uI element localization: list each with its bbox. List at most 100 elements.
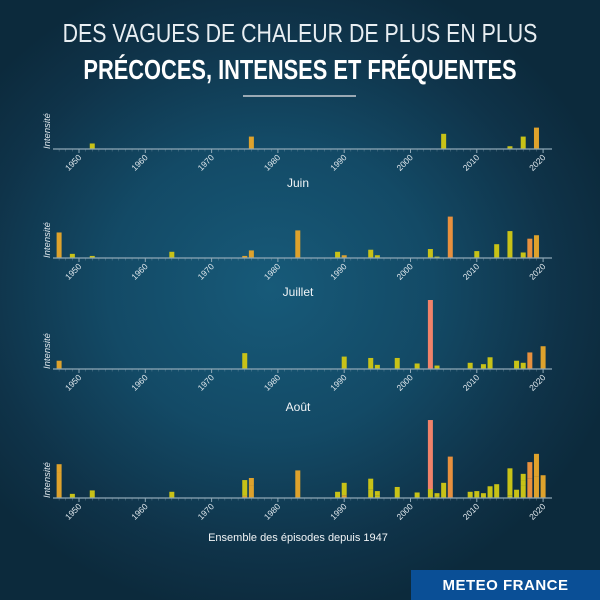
bar-1990 — [341, 255, 347, 258]
bar-2013 — [494, 484, 500, 498]
bar-1976 — [248, 250, 254, 258]
x-tick-label: 1970 — [196, 372, 217, 393]
x-tick-label: 1990 — [328, 372, 349, 393]
x-tick-label: 1950 — [63, 152, 84, 173]
bar-2018 — [527, 352, 533, 369]
bar-2013 — [494, 244, 500, 258]
bar-2003 — [427, 489, 433, 498]
bar-2015 — [507, 495, 513, 498]
y-axis-label: Intensité — [42, 333, 53, 369]
x-tick-label: 1980 — [262, 152, 283, 173]
x-tick-label: 1960 — [129, 372, 150, 393]
bar-2019 — [533, 127, 539, 149]
x-tick-label: 1960 — [129, 261, 150, 282]
chart-panel-0: 1950 1960 1970 1980 1990 2000 2010 2020 Intensit… — [42, 113, 552, 190]
bar-2017 — [520, 252, 526, 258]
bar-1990 — [341, 495, 347, 498]
chart-title: Juillet — [283, 285, 314, 299]
bar-2015 — [507, 468, 513, 496]
title-line-2: PRÉCOCES, INTENSES ET FRÉQUENTES — [83, 54, 517, 85]
bar-1952 — [89, 492, 95, 498]
bar-2004 — [434, 256, 440, 258]
x-tick-label: 2010 — [461, 372, 482, 393]
chart-panel-1: 1950 1960 1970 1980 1990 2000 2010 2020 Intensit… — [42, 216, 552, 299]
bar-1994 — [368, 357, 374, 369]
x-tick-label: 1990 — [328, 261, 349, 282]
x-tick-label: 2020 — [527, 372, 548, 393]
bar-2017 — [520, 473, 526, 481]
bar-2019 — [533, 235, 539, 258]
chart-panel-3: 1950 1960 1970 1980 1990 2000 2010 2020 Intensit… — [42, 420, 552, 544]
meteo-france-logo: METEO FRANCE — [411, 570, 600, 600]
x-tick-label: 2020 — [527, 152, 548, 173]
bar-2016 — [514, 360, 520, 369]
bar-1975 — [242, 495, 248, 498]
bar-2018 — [527, 238, 533, 258]
bar-2019 — [533, 453, 539, 477]
bar-2017 — [520, 480, 526, 486]
bar-1994 — [368, 489, 374, 498]
bar-2017 — [520, 136, 526, 149]
chart-title: Ensemble des épisodes depuis 1947 — [208, 532, 388, 544]
y-axis-label: Intensité — [42, 222, 53, 258]
bar-2011 — [480, 493, 486, 498]
bar-1949 — [69, 253, 75, 258]
bar-1975 — [242, 353, 248, 369]
bar-1983 — [295, 470, 301, 498]
bar-1947 — [56, 464, 62, 473]
chart-panel-2: 1950 1960 1970 1980 1990 2000 2010 2020 Intensit… — [42, 300, 552, 414]
bar-1964 — [169, 251, 175, 258]
x-tick-label: 2010 — [461, 152, 482, 173]
bar-2017 — [520, 362, 526, 369]
bar-2003 — [427, 300, 433, 369]
bar-2017 — [520, 485, 526, 498]
x-tick-label: 1970 — [196, 261, 217, 282]
bar-1947 — [56, 472, 62, 498]
bar-1983 — [295, 230, 301, 258]
bar-2003 — [427, 420, 433, 490]
x-tick-label: 2010 — [461, 501, 482, 522]
bar-1975 — [242, 255, 248, 258]
bar-2006 — [447, 216, 453, 258]
bar-1947 — [56, 232, 62, 258]
bar-2020 — [540, 346, 546, 369]
y-axis-label: Intensité — [42, 462, 53, 498]
x-tick-label: 2000 — [394, 261, 415, 282]
chart-title: Août — [286, 400, 311, 414]
x-tick-label: 2000 — [394, 501, 415, 522]
x-tick-label: 2000 — [394, 372, 415, 393]
bar-1990 — [341, 356, 347, 369]
bar-2018 — [527, 462, 533, 479]
bar-1952 — [89, 143, 95, 149]
bar-1975 — [242, 480, 248, 496]
bar-1976 — [248, 477, 254, 486]
title-line-1: DES VAGUES DE CHALEUR DE PLUS EN PLUS — [62, 18, 538, 48]
bar-2003 — [427, 249, 433, 258]
x-tick-label: 1950 — [63, 372, 84, 393]
bar-1976 — [248, 136, 254, 149]
bar-1989 — [335, 251, 341, 258]
bar-2015 — [507, 231, 513, 258]
x-tick-label: 1960 — [129, 501, 150, 522]
chart-title: Juin — [287, 176, 309, 190]
bar-2009 — [467, 491, 473, 498]
bar-1994 — [368, 249, 374, 258]
x-tick-label: 1950 — [63, 501, 84, 522]
x-tick-label: 2000 — [394, 152, 415, 173]
bar-2011 — [480, 364, 486, 369]
bar-1998 — [394, 486, 400, 498]
bar-1964 — [169, 491, 175, 498]
bar-1952 — [89, 255, 95, 258]
bar-2004 — [434, 496, 440, 498]
bar-2005 — [441, 482, 447, 498]
x-tick-label: 1990 — [328, 501, 349, 522]
bar-2005 — [441, 133, 447, 149]
x-tick-label: 1970 — [196, 501, 217, 522]
x-tick-label: 1970 — [196, 152, 217, 173]
x-tick-label: 2020 — [527, 501, 548, 522]
bar-2016 — [514, 489, 520, 498]
bar-1995 — [374, 255, 380, 258]
x-tick-label: 2010 — [461, 261, 482, 282]
bar-1995 — [374, 491, 380, 496]
